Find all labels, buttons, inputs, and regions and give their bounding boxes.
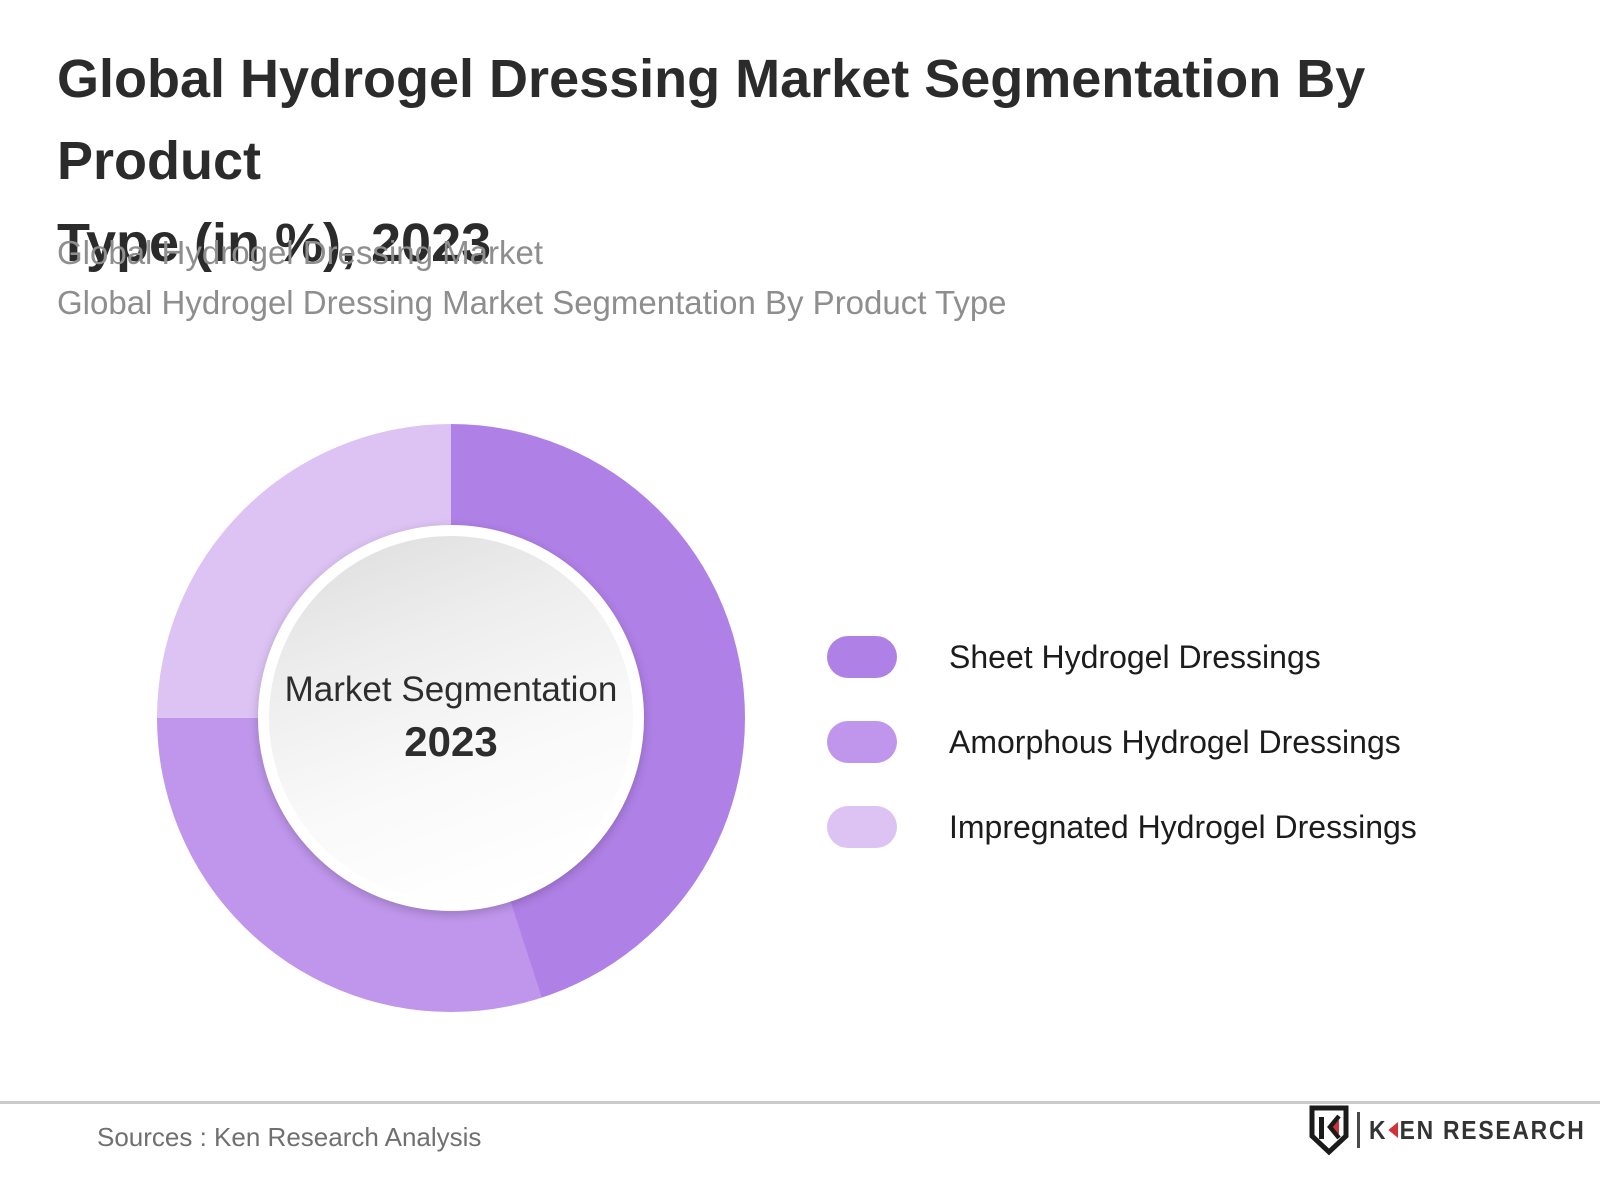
- legend-swatch-amorphous: [827, 721, 897, 763]
- legend-item-impregnated: Impregnated Hydrogel Dressings: [827, 806, 1417, 848]
- legend-label-amorphous: Amorphous Hydrogel Dressings: [949, 723, 1401, 760]
- legend-item-sheet: Sheet Hydrogel Dressings: [827, 636, 1417, 678]
- donut-center-label: Market Segmentation: [284, 670, 618, 709]
- chart-legend: Sheet Hydrogel Dressings Amorphous Hydro…: [827, 636, 1417, 891]
- page-title: Global Hydrogel Dressing Market Segmenta…: [57, 38, 1537, 284]
- page-title-line-1: Global Hydrogel Dressing Market Segmenta…: [57, 49, 1366, 191]
- legend-swatch-sheet: [827, 636, 897, 678]
- donut-center: Market Segmentation 2023: [258, 525, 644, 911]
- legend-swatch-impregnated: [827, 806, 897, 848]
- subtitle-line-2: Global Hydrogel Dressing Market Segmenta…: [57, 284, 1007, 321]
- donut-center-year: 2023: [404, 718, 498, 765]
- logo-wordmark-k: K: [1369, 1114, 1388, 1145]
- logo-divider: [1357, 1112, 1360, 1148]
- legend-label-impregnated: Impregnated Hydrogel Dressings: [949, 808, 1417, 845]
- ken-research-shield-icon: [1309, 1105, 1349, 1156]
- page-title-line-2: Type (in %), 2023: [57, 213, 492, 273]
- logo-wordmark: K EN RESEARCH: [1369, 1115, 1586, 1146]
- chart-region: Market Segmentation 2023 Sheet Hydrogel …: [0, 380, 1600, 1060]
- footer-divider: [0, 1101, 1600, 1104]
- source-text: Sources : Ken Research Analysis: [97, 1122, 482, 1152]
- donut-chart: Market Segmentation 2023: [157, 424, 745, 1012]
- chart-subtitle: Global Hydrogel Dressing Market Global H…: [57, 228, 1357, 328]
- ken-research-logo: K EN RESEARCH: [1308, 1104, 1600, 1156]
- subtitle-line-1: Global Hydrogel Dressing Market: [57, 234, 544, 271]
- legend-label-sheet: Sheet Hydrogel Dressings: [949, 638, 1321, 675]
- logo-red-triangle-icon: [1388, 1122, 1398, 1138]
- legend-item-amorphous: Amorphous Hydrogel Dressings: [827, 721, 1417, 763]
- logo-wordmark-rest: EN RESEARCH: [1399, 1114, 1586, 1145]
